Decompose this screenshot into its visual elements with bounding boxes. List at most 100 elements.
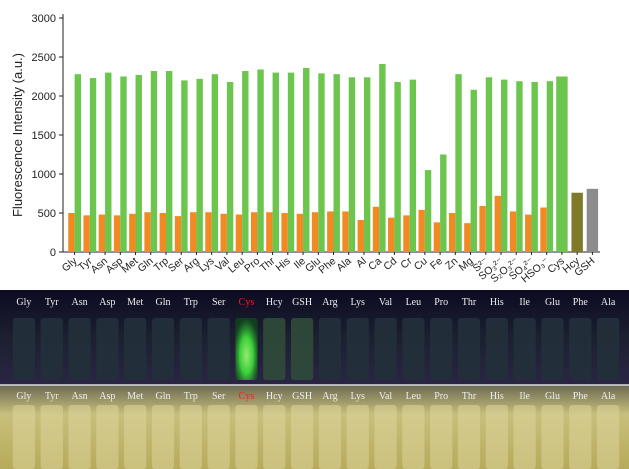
bar	[379, 64, 386, 253]
vial-label: Arg	[322, 297, 337, 308]
vial-label: Gly	[16, 391, 31, 402]
vial-bottom	[124, 405, 147, 469]
vial-bottom	[374, 405, 397, 469]
bar	[272, 72, 279, 252]
bar	[540, 207, 547, 252]
vial-label: Gln	[156, 391, 171, 402]
bar	[418, 209, 425, 252]
vial-bottom	[596, 405, 620, 469]
bar	[556, 76, 568, 252]
vial-label: Hcy	[266, 391, 283, 402]
bar	[165, 71, 173, 252]
vial-label: Ile	[519, 297, 530, 308]
bar	[409, 79, 417, 253]
vial-label: GSH	[292, 391, 312, 402]
vial-top	[374, 318, 397, 380]
bar	[363, 77, 371, 252]
vial-label: Gln	[156, 297, 171, 308]
vial-top	[68, 318, 91, 380]
bar	[159, 213, 166, 252]
y-axis-label: Fluorescence Intensity (a.u.)	[10, 53, 25, 217]
y-tick-label: 0	[50, 247, 56, 259]
vial-label: Glu	[545, 391, 560, 402]
vial-top	[179, 318, 202, 380]
vial-bottom	[402, 405, 425, 469]
vial-top	[290, 318, 314, 380]
bar	[357, 220, 364, 252]
vial-label: Thr	[462, 297, 477, 308]
vial-bottom	[430, 405, 453, 469]
bar	[220, 213, 227, 252]
vial-top	[430, 318, 453, 380]
vial-label: Trp	[184, 391, 198, 402]
bar	[470, 89, 477, 252]
vial-label: Leu	[406, 297, 422, 308]
vial-bottom	[151, 405, 175, 469]
vial-top	[569, 318, 592, 380]
vial-bottom	[457, 405, 481, 469]
vial-top	[485, 318, 508, 380]
vial-label: Glu	[545, 297, 560, 308]
y-tick-label: 2500	[32, 52, 56, 64]
vial-label: Lys	[351, 297, 366, 308]
bar	[266, 212, 273, 252]
bar	[235, 214, 243, 252]
vial-bottom	[12, 405, 36, 469]
bar	[509, 211, 517, 252]
bar	[74, 74, 82, 252]
vial-label: His	[490, 297, 504, 308]
vial-label: Val	[379, 391, 393, 402]
vial-top	[12, 318, 36, 380]
vial-label: Gly	[16, 297, 31, 308]
bar	[303, 67, 310, 252]
vial-label: His	[490, 391, 504, 402]
vial-top	[541, 318, 564, 380]
vial-label: Ser	[212, 297, 226, 308]
vial-bottom	[235, 405, 258, 469]
vial-label: Trp	[184, 297, 198, 308]
vial-label: Met	[127, 297, 143, 308]
bar	[455, 74, 462, 252]
vial-label: Tyr	[45, 297, 59, 308]
bar	[525, 214, 532, 252]
vial-bottom	[263, 405, 286, 469]
vial-top	[596, 318, 620, 380]
vial-top	[124, 318, 147, 380]
vial-top	[318, 318, 342, 380]
vial-label: Ser	[212, 391, 226, 402]
x-tick-label: Ala	[334, 255, 353, 274]
bar	[394, 81, 401, 253]
bar	[501, 79, 508, 253]
bar	[83, 215, 90, 252]
vial-top	[151, 318, 175, 380]
bar	[440, 154, 447, 252]
bar	[531, 81, 538, 253]
vial-top	[402, 318, 425, 380]
y-tick-label: 500	[38, 208, 56, 220]
vial-top	[96, 318, 119, 380]
bar	[433, 222, 441, 252]
bar	[311, 212, 319, 252]
bar	[287, 72, 295, 252]
vial-bottom	[68, 405, 91, 469]
vial-bottom	[513, 405, 536, 469]
vial-label: Cys	[239, 297, 255, 308]
vial-bottom	[290, 405, 314, 469]
vial-top	[40, 318, 63, 380]
bar	[464, 223, 471, 252]
bar	[181, 80, 188, 253]
vial-label: Pro	[434, 391, 448, 402]
bar	[242, 71, 249, 252]
bar	[68, 213, 75, 252]
bar	[120, 76, 127, 252]
bar	[571, 192, 583, 252]
vial-top	[263, 318, 286, 380]
bar	[105, 72, 112, 252]
bar	[129, 213, 136, 252]
x-tick-label: Cu	[412, 255, 430, 273]
vial-label: Cys	[239, 391, 255, 402]
vial-label: Val	[379, 297, 393, 308]
bar	[150, 71, 158, 252]
bar	[333, 74, 340, 252]
